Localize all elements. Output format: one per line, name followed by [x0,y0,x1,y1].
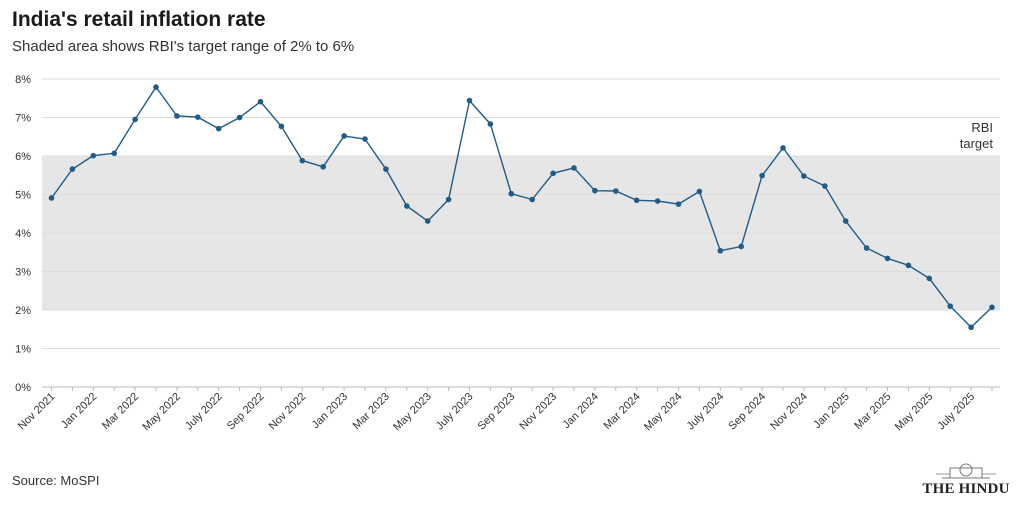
data-point [487,121,494,127]
data-point [299,157,306,164]
data-point [278,123,285,130]
x-tick-label: July 2025 [935,391,977,433]
data-point [842,218,849,224]
x-tick-label: May 2022 [140,391,183,434]
series-line [50,85,993,329]
data-point [111,150,117,157]
data-point [424,218,431,224]
data-point [466,97,473,104]
data-point [195,114,201,120]
data-point [738,243,744,250]
x-tick-label: July 2024 [685,391,727,433]
band-label: target [960,136,994,151]
data-point [90,152,97,159]
x-tick-label: Nov 2021 [16,391,58,433]
data-point [571,165,577,171]
x-tick-label: Nov 2024 [768,391,810,433]
data-point [362,136,368,142]
data-point [654,198,661,204]
data-point [236,114,243,121]
data-point [320,163,327,170]
x-tick-label: Jan 2023 [310,391,350,431]
data-point [508,190,515,197]
data-point [780,145,786,151]
data-point [801,173,807,179]
y-tick-label: 7% [15,113,31,125]
data-point [926,275,933,282]
x-tick-label: Mar 2024 [601,391,642,432]
data-point [884,255,891,262]
x-tick-label: Nov 2023 [517,391,559,433]
x-tick-label: Mar 2025 [852,391,893,432]
data-point [445,196,452,203]
data-point [69,166,76,172]
source-note: Source: MoSPI [12,473,100,488]
y-tick-label: 6% [15,151,31,163]
data-point [613,188,619,194]
data-point [153,84,159,90]
band-label: RBI [971,120,993,135]
x-tick-label: Sep 2024 [726,391,768,433]
y-tick-label: 8% [15,74,31,86]
y-tick-label: 4% [15,228,31,240]
y-tick-label: 3% [15,267,31,279]
data-point [905,262,912,269]
x-tick-label: Mar 2022 [100,391,141,432]
x-tick-label: Mar 2023 [351,391,392,432]
chart-subtitle: Shaded area shows RBI's target range of … [12,38,355,55]
y-tick-label: 1% [15,344,31,356]
x-tick-label: May 2023 [391,391,434,434]
logo-text: THE HINDU [922,481,1010,497]
x-tick-label: Jan 2024 [561,391,601,431]
data-point [48,195,55,201]
data-point [717,247,724,254]
data-point [989,304,995,311]
data-point [215,125,222,132]
chart-title: India's retail inflation rate [12,8,266,31]
data-point [404,203,410,209]
data-point [675,201,682,207]
data-point [341,133,347,139]
publisher-logo: THE HINDU [922,462,1010,502]
data-point [822,183,828,189]
data-point [174,113,180,119]
x-tick-label: May 2025 [893,391,936,434]
data-point [947,303,953,309]
data-point [132,116,138,123]
data-point [968,324,974,331]
emblem-icon [936,463,996,479]
data-point [257,98,264,105]
data-point [696,188,703,195]
data-point [863,245,870,251]
x-tick-label: July 2022 [183,391,225,433]
x-tick-label: Sep 2023 [476,391,518,433]
data-point [550,170,556,177]
y-tick-label: 0% [15,382,31,394]
x-tick-label: Nov 2022 [267,391,309,433]
data-point [529,196,535,203]
data-point [759,172,765,179]
data-point [633,197,640,204]
x-tick-label: Jan 2025 [811,391,851,431]
y-tick-label: 2% [15,305,31,317]
x-tick-label: July 2023 [434,391,476,433]
x-tick-label: May 2024 [642,391,685,434]
data-point [383,166,389,172]
x-tick-label: Jan 2022 [59,391,99,431]
x-tick-label: Sep 2022 [225,391,267,433]
data-point [592,187,598,194]
y-tick-label: 5% [15,190,31,202]
